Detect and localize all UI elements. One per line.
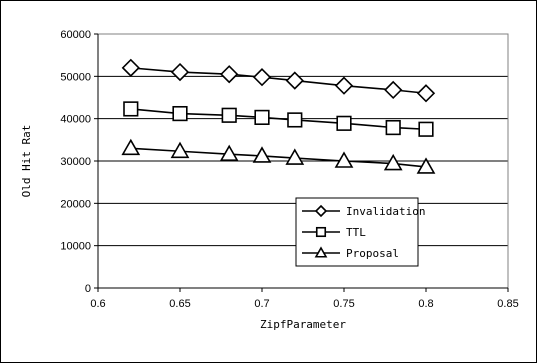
data-point	[170, 141, 190, 159]
y-tick-label: 50000	[60, 71, 91, 83]
data-point	[336, 115, 352, 131]
legend-marker	[314, 204, 328, 218]
data-point	[285, 148, 305, 165]
data-point	[334, 151, 354, 168]
x-tick-label: 0.7	[254, 298, 269, 310]
data-point	[383, 153, 403, 171]
x-tick-label: 0.85	[497, 298, 518, 310]
legend-marker	[314, 246, 328, 258]
data-point	[170, 62, 190, 82]
x-tick-label: 0.6	[90, 298, 105, 310]
axes	[94, 33, 509, 292]
series-ttl	[123, 101, 434, 137]
x-tick-label: 0.75	[333, 298, 354, 310]
y-tick-label: 10000	[60, 241, 91, 253]
data-point	[285, 71, 304, 90]
legend-label: Invalidation	[346, 205, 425, 218]
legend-item: Invalidation	[302, 204, 425, 218]
tick-labels: 0 10000 20000 30000 40000 50000 60000 0.6 0.65 0.…	[60, 29, 518, 310]
data-point	[123, 101, 139, 117]
data-point	[416, 157, 436, 174]
series-invalidation	[121, 58, 436, 103]
data-point	[252, 68, 272, 87]
x-tick-label: 0.65	[169, 298, 190, 310]
data-point	[172, 105, 188, 122]
data-point	[219, 144, 239, 162]
data-point	[121, 58, 140, 77]
data-point	[385, 119, 401, 136]
data-point	[220, 65, 239, 84]
x-tick-label: 0.8	[418, 298, 433, 310]
data-point	[121, 138, 141, 156]
data-point	[416, 84, 436, 103]
series-line	[130, 108, 427, 131]
legend: Invalidation TTL Proposal	[295, 197, 425, 267]
series-proposal	[121, 138, 436, 174]
data-point	[334, 76, 354, 95]
legend-label: Proposal	[346, 247, 399, 260]
data-point	[418, 121, 434, 137]
data-point	[221, 107, 237, 123]
y-tick-label: 60000	[60, 29, 91, 41]
legend-item: Proposal	[302, 246, 399, 260]
y-tick-label: 40000	[60, 114, 91, 126]
y-tick-label: 30000	[60, 156, 91, 168]
series-line	[130, 147, 427, 168]
data-point	[252, 146, 272, 163]
y-tick-label: 20000	[60, 198, 91, 210]
y-axis-label: Old Hit Rat	[20, 125, 33, 198]
x-axis-label: ZipfParameter	[260, 318, 346, 331]
legend-item: TTL	[302, 226, 366, 239]
data-point	[254, 109, 270, 125]
legend-marker	[315, 226, 327, 238]
data-point	[384, 80, 403, 100]
series	[121, 58, 436, 174]
legend-label: TTL	[346, 226, 366, 239]
y-tick-label: 0	[85, 283, 91, 295]
data-point	[287, 112, 303, 128]
